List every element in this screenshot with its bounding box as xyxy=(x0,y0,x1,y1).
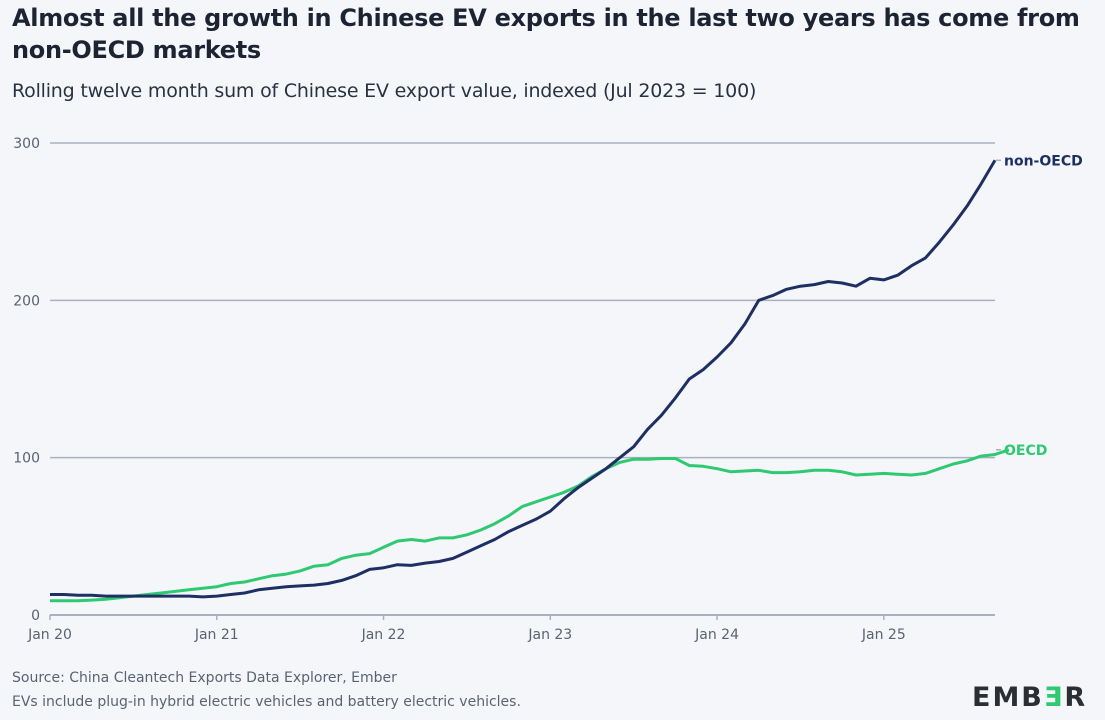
x-tick-label: Jan 25 xyxy=(861,627,906,643)
logo-text-end: R xyxy=(1064,682,1088,713)
y-axis: 0 100 200 300 xyxy=(13,136,40,624)
series-line-oecd xyxy=(50,448,1010,603)
x-tick-label: Jan 24 xyxy=(694,627,739,643)
x-tick-label: Jan 22 xyxy=(361,627,406,643)
x-tick-label: Jan 23 xyxy=(527,627,572,643)
series-label-oecd: OECD xyxy=(1004,443,1047,459)
chart-subtitle: Rolling twelve month sum of Chinese EV e… xyxy=(12,80,757,102)
series-labels: OECD non-OECD xyxy=(996,153,1083,459)
series-label-non-oecd: non-OECD xyxy=(1004,153,1083,169)
gridlines xyxy=(50,142,995,459)
source-note: Source: China Cleantech Exports Data Exp… xyxy=(12,670,397,686)
series-line-non-oecd xyxy=(50,159,997,599)
x-axis: Jan 20 Jan 21 Jan 22 Jan 23 Jan 24 Jan 25 xyxy=(27,614,995,643)
definition-note: EVs include plug-in hybrid electric vehi… xyxy=(12,694,521,710)
logo-accent-letter: Ǝ xyxy=(1043,682,1065,713)
x-tick-label: Jan 20 xyxy=(27,627,72,643)
y-tick-label: 300 xyxy=(13,136,40,152)
logo-text-start: EMB xyxy=(972,682,1044,713)
series-lines xyxy=(50,159,1010,603)
x-tick-label: Jan 21 xyxy=(194,627,239,643)
ember-logo: EMBƎR xyxy=(972,682,1087,713)
y-tick-label: 200 xyxy=(13,293,40,309)
y-tick-label: 0 xyxy=(31,608,40,624)
chart-title: Almost all the growth in Chinese EV expo… xyxy=(12,4,1080,64)
y-tick-label: 100 xyxy=(13,451,40,467)
